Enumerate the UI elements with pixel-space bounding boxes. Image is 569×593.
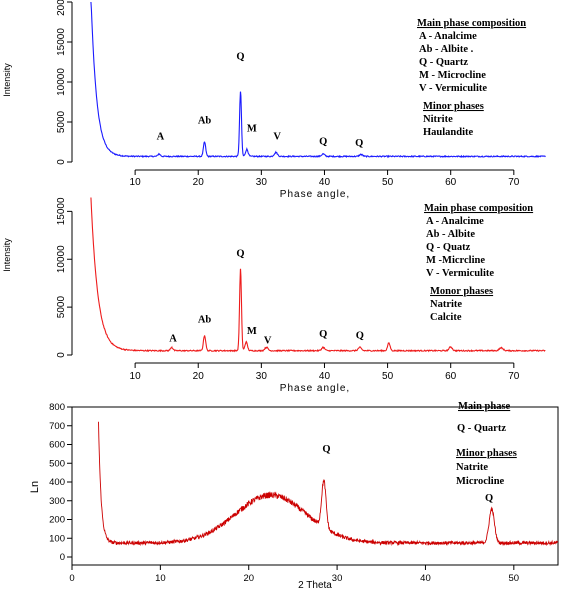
x-tick-label: 70 xyxy=(508,371,520,382)
y-axis-label: Intensity xyxy=(2,63,12,97)
legend-item: M -Micrcline xyxy=(426,255,485,266)
diffraction-pattern-line xyxy=(98,421,559,547)
legend-heading: Main phase composition xyxy=(417,18,526,29)
legend-minor-item: Natrite xyxy=(456,462,488,473)
legend-item: Ab - Albite xyxy=(426,229,475,240)
x-tick-label: 30 xyxy=(256,371,268,382)
y-tick-label: 0 xyxy=(60,552,65,563)
x-tick-label: 10 xyxy=(130,177,142,188)
peak-label: M xyxy=(247,124,257,135)
legend-heading: Main phase composition xyxy=(424,203,533,214)
y-tick-label: 5000 xyxy=(56,110,67,133)
y-tick-label: 600 xyxy=(49,440,65,451)
legend-item: Ab - Albite . xyxy=(419,44,474,55)
legend-minor-heading: Minor phases xyxy=(456,448,517,459)
y-tick-label: 800 xyxy=(49,402,65,413)
x-tick-label: 40 xyxy=(319,177,331,188)
y-tick-label: 100 xyxy=(49,533,65,544)
diffraction-pattern-line xyxy=(90,1,546,159)
peak-label: Q xyxy=(485,493,493,504)
y-tick-label: 15000 xyxy=(56,28,67,56)
peak-label: A xyxy=(169,334,177,345)
diffraction-pattern-line xyxy=(90,197,546,353)
x-tick-label: 50 xyxy=(382,177,394,188)
peak-label: Ab xyxy=(198,116,212,127)
peak-label: V xyxy=(264,336,272,347)
legend-item: A - Analcime xyxy=(419,31,477,42)
peak-label: Q xyxy=(319,136,327,147)
y-tick-label: 15000 xyxy=(56,197,67,225)
peak-label: Q xyxy=(355,138,363,149)
phase-legend: Main phase Q - Quartz Minor phases Natrite M… xyxy=(456,401,517,487)
y-tick-label: 10000 xyxy=(56,245,67,273)
legend-item: V - Vermiculite xyxy=(426,268,494,279)
legend-minor-item: Calcite xyxy=(430,312,462,323)
y-axis-label: Ln xyxy=(29,481,41,493)
y-axis-label: Intensity xyxy=(2,238,12,272)
x-tick-label: 60 xyxy=(445,177,457,188)
peak-label: Q xyxy=(236,52,244,63)
y-tick-label: 20000 xyxy=(56,0,67,16)
legend-minor-item: Natrite xyxy=(430,299,462,310)
x-tick-label: 20 xyxy=(243,573,254,584)
legend-minor-heading: Monor phases xyxy=(430,286,493,297)
phase-legend: Main phase composition A - Analcime Ab - A… xyxy=(417,18,526,138)
peak-label: Ab xyxy=(198,314,212,325)
phase-legend: Main phase composition A - Analcime Ab - A… xyxy=(424,203,533,323)
peak-label: Q xyxy=(236,248,244,259)
x-tick-label: 40 xyxy=(319,371,331,382)
x-axis-label: 2 Theta xyxy=(298,580,332,591)
x-axis-label: Phase angle, xyxy=(280,383,350,394)
x-tick-label: 70 xyxy=(508,177,520,188)
x-tick-label: 0 xyxy=(69,573,74,584)
legend-minor-item: Haulandite xyxy=(423,127,474,138)
x-axis-label: Phase angle, xyxy=(280,189,350,200)
legend-item: Q - Quatz xyxy=(426,242,471,253)
y-tick-label: 0 xyxy=(56,159,67,165)
peak-label: V xyxy=(273,132,281,143)
legend-item: Q - Quartz xyxy=(457,423,506,434)
x-tick-label: 20 xyxy=(193,177,205,188)
y-tick-label: 400 xyxy=(49,477,65,488)
x-tick-label: 40 xyxy=(420,573,431,584)
peak-label: Q xyxy=(322,444,330,455)
x-tick-label: 60 xyxy=(445,371,457,382)
x-tick-label: 10 xyxy=(155,573,166,584)
legend-minor-item: Microcline xyxy=(456,476,505,487)
y-tick-label: 200 xyxy=(49,515,65,526)
legend-item: Q - Quartz xyxy=(419,57,468,68)
chart-panel-2: 0 5000 10000 15000 10 20 30 40 50 60 70 Phase angle… xyxy=(2,197,546,394)
y-tick-label: 700 xyxy=(49,421,65,432)
legend-minor-heading: Minor phases xyxy=(423,101,484,112)
peak-label: Q xyxy=(319,329,327,340)
y-tick-label: 5000 xyxy=(56,296,67,319)
x-tick-label: 20 xyxy=(193,371,205,382)
legend-item: M - Microcline xyxy=(419,70,486,81)
legend-minor-item: Nitrite xyxy=(423,114,453,125)
peak-label: Q xyxy=(356,331,364,342)
y-tick-label: 500 xyxy=(49,458,65,469)
peak-label: M xyxy=(247,326,257,337)
y-tick-label: 300 xyxy=(49,496,65,507)
x-tick-label: 50 xyxy=(382,371,394,382)
x-tick-label: 30 xyxy=(256,177,268,188)
y-tick-label: 0 xyxy=(56,352,67,358)
plot-frame xyxy=(71,406,559,566)
y-tick-label: 10000 xyxy=(56,68,67,96)
legend-item: A - Analcime xyxy=(426,216,484,227)
legend-item: V - Vermiculite xyxy=(419,83,487,94)
x-tick-label: 10 xyxy=(130,371,142,382)
x-tick-label: 30 xyxy=(332,573,343,584)
legend-heading: Main phase xyxy=(458,401,511,412)
chart-panel-1: 0 5000 10000 15000 20000 10 20 30 40 50 60 70 Phase … xyxy=(2,0,546,200)
chart-panel-3: 0 100 200 300 400 500 600 700 800 0 10 20 30 40 50 2 Th… xyxy=(29,401,559,591)
x-tick-label: 50 xyxy=(509,573,520,584)
peak-label: A xyxy=(157,132,165,143)
